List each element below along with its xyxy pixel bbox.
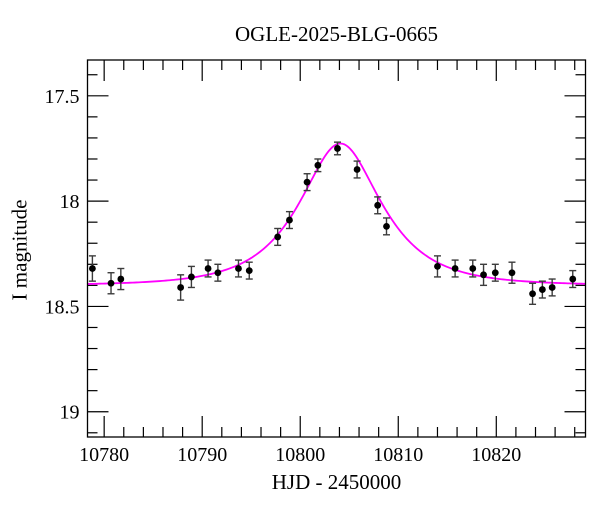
- data-point: [569, 275, 577, 283]
- data-point: [529, 290, 536, 298]
- y-tick-label: 19: [60, 402, 80, 424]
- data-point: [314, 161, 322, 169]
- data-point: [334, 145, 341, 152]
- data-point: [117, 275, 125, 283]
- data-point: [303, 178, 311, 186]
- plot-frame: [86, 59, 587, 438]
- x-tick-label: 10820: [471, 444, 521, 466]
- data-point: [214, 269, 222, 277]
- data-point: [204, 265, 212, 272]
- x-tick-label: 10780: [79, 444, 129, 466]
- plot-title: OGLE-2025-BLG-0665: [235, 22, 438, 46]
- data-point: [286, 216, 293, 224]
- data-point: [508, 269, 516, 277]
- model-curve: [87, 142, 586, 285]
- data-point: [538, 286, 546, 293]
- data-point: [469, 265, 477, 272]
- x-tick-label: 10800: [275, 444, 325, 466]
- data-point: [188, 273, 195, 281]
- data-point: [235, 265, 242, 272]
- y-tick-label: 17.5: [45, 86, 80, 108]
- y-tick-label: 18: [60, 191, 80, 213]
- y-tick-label: 18.5: [45, 296, 80, 318]
- x-tick-label: 10810: [373, 444, 423, 466]
- data-point: [434, 263, 441, 270]
- x-tick-label: 10790: [177, 444, 227, 466]
- data-point: [107, 279, 115, 287]
- data-point: [480, 271, 487, 279]
- data-point: [451, 265, 459, 272]
- data-point: [548, 284, 556, 291]
- data-point: [89, 265, 96, 272]
- data-point: [353, 166, 361, 173]
- data-point: [374, 201, 382, 209]
- data-point: [383, 222, 390, 230]
- data-point: [491, 269, 499, 277]
- data-point: [274, 233, 282, 241]
- data-point: [245, 267, 253, 275]
- data-point: [177, 284, 185, 291]
- x-axis-label: HJD - 2450000: [271, 470, 402, 494]
